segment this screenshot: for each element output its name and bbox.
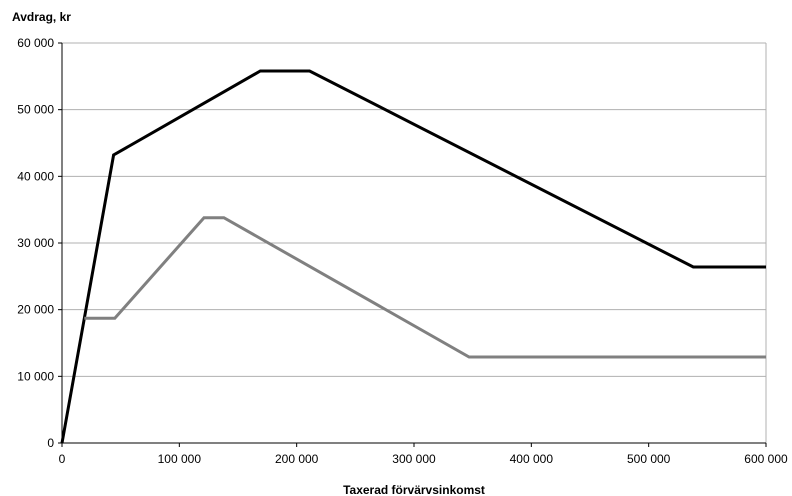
series-line-2 — [84, 216, 766, 359]
x-axis-title: Taxerad förvärvsinkomst — [343, 483, 485, 496]
series-layer — [60, 69, 766, 444]
y-tick-label-2: 20 000 — [17, 303, 54, 317]
y-tick-label-4: 40 000 — [17, 169, 54, 183]
x-tick-label-0: 0 — [59, 452, 66, 466]
x-tick-label-5: 500 000 — [627, 452, 671, 466]
series-line-1 — [60, 69, 766, 444]
x-tick-label-4: 400 000 — [510, 452, 554, 466]
x-tick-label-2: 200 000 — [275, 452, 319, 466]
y-tick-label-6: 60 000 — [17, 36, 54, 50]
axes — [58, 42, 767, 447]
y-tick-label-1: 10 000 — [17, 369, 54, 383]
x-tick-label-3: 300 000 — [392, 452, 436, 466]
x-tick-label-6: 600 000 — [744, 452, 788, 466]
grid — [62, 42, 767, 443]
y-axis-title: Avdrag, kr — [12, 10, 71, 24]
tick-labels: 0 10 000 20 000 30 000 40 000 50 000 60 000 0 10… — [17, 36, 788, 466]
y-tick-label-5: 50 000 — [17, 103, 54, 117]
x-tick-label-1: 100 000 — [158, 452, 202, 466]
y-tick-label-0: 0 — [47, 436, 54, 450]
y-tick-label-3: 30 000 — [17, 236, 54, 250]
